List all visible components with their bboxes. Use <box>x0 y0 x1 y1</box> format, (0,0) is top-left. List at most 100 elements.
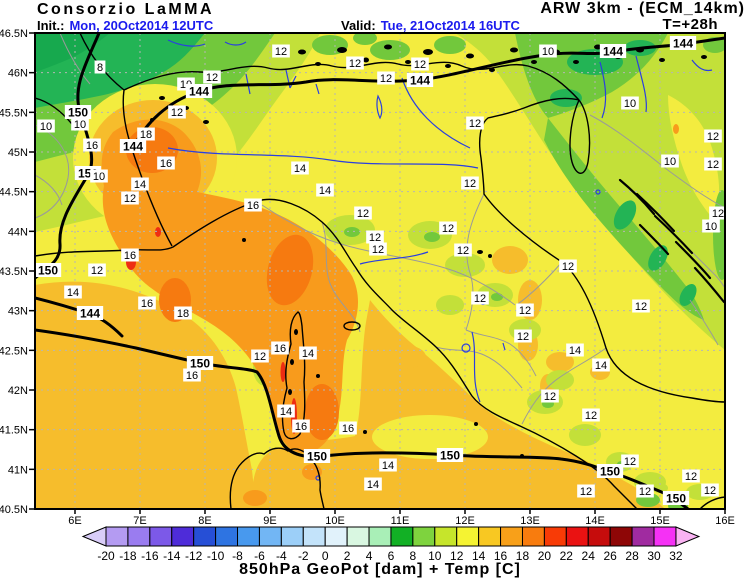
svg-text:46N: 46N <box>8 68 28 80</box>
svg-text:8: 8 <box>410 549 417 563</box>
svg-text:8E: 8E <box>198 515 211 527</box>
svg-text:14E: 14E <box>585 515 605 527</box>
svg-text:12: 12 <box>372 244 384 256</box>
svg-text:10: 10 <box>624 98 636 110</box>
svg-text:12: 12 <box>414 59 426 71</box>
lead-time: T=+28h <box>662 16 718 33</box>
svg-text:14: 14 <box>280 406 292 418</box>
svg-text:9E: 9E <box>263 515 276 527</box>
svg-text:26: 26 <box>603 549 617 563</box>
svg-text:16: 16 <box>186 370 198 382</box>
rivers-lakes <box>167 39 713 481</box>
svg-text:15E: 15E <box>650 515 670 527</box>
map-canvas: 8121014412150101014418161615010141212121… <box>35 33 725 509</box>
svg-text:12: 12 <box>469 118 481 130</box>
svg-text:2: 2 <box>344 549 351 563</box>
svg-text:10: 10 <box>664 156 676 168</box>
svg-text:-8: -8 <box>232 549 243 563</box>
svg-text:18: 18 <box>516 549 530 563</box>
svg-text:12: 12 <box>357 208 369 220</box>
svg-text:10E: 10E <box>325 515 345 527</box>
svg-text:12: 12 <box>442 223 454 235</box>
model-title: ARW 3km - (ECM_14km) <box>540 0 745 17</box>
map-value-labels: 8121014412150101014418161615010141212121… <box>35 36 725 505</box>
svg-text:45.5N: 45.5N <box>0 107 28 119</box>
svg-text:14: 14 <box>319 185 331 197</box>
svg-text:144: 144 <box>80 306 100 320</box>
valid-label: Valid: <box>341 18 376 33</box>
init-line: Init.: Mon, 20Oct2014 12UTC <box>37 18 213 33</box>
svg-text:-4: -4 <box>276 549 287 563</box>
svg-text:14: 14 <box>382 460 394 472</box>
svg-text:16: 16 <box>274 343 286 355</box>
svg-text:12: 12 <box>580 486 592 498</box>
svg-text:32: 32 <box>669 549 683 563</box>
svg-text:16: 16 <box>124 250 136 262</box>
svg-text:-6: -6 <box>254 549 265 563</box>
svg-text:40.5N: 40.5N <box>0 504 28 516</box>
svg-text:12: 12 <box>712 208 724 220</box>
svg-text:14: 14 <box>67 287 79 299</box>
svg-text:12: 12 <box>275 46 287 58</box>
svg-text:12: 12 <box>474 293 486 305</box>
temp-fill-warm-core <box>73 84 359 453</box>
svg-text:12: 12 <box>124 193 136 205</box>
svg-text:16: 16 <box>160 158 172 170</box>
valid-value: Tue, 21Oct2014 16UTC <box>380 18 520 33</box>
adriatic-islands <box>618 178 725 304</box>
svg-text:12: 12 <box>517 331 529 343</box>
svg-text:150: 150 <box>38 263 58 277</box>
svg-text:18: 18 <box>177 308 189 320</box>
svg-text:12: 12 <box>464 178 476 190</box>
svg-text:10: 10 <box>542 46 554 58</box>
svg-text:12: 12 <box>635 301 647 313</box>
svg-text:41N: 41N <box>8 464 28 476</box>
svg-text:16E: 16E <box>715 515 735 527</box>
svg-text:-16: -16 <box>141 549 159 563</box>
svg-text:16: 16 <box>295 421 307 433</box>
svg-text:144: 144 <box>673 36 693 50</box>
svg-text:14: 14 <box>302 348 314 360</box>
svg-text:12E: 12E <box>455 515 475 527</box>
svg-text:-12: -12 <box>185 549 203 563</box>
svg-text:14: 14 <box>367 479 379 491</box>
svg-text:13E: 13E <box>520 515 540 527</box>
svg-text:10: 10 <box>93 171 105 183</box>
svg-text:12: 12 <box>457 245 469 257</box>
svg-text:8: 8 <box>97 62 103 74</box>
svg-text:10: 10 <box>428 549 442 563</box>
axis-labels: 46.5N 46N 45.5N 45N 44.5N 44N 43.5N 43N 42.5N 42N… <box>0 28 735 527</box>
svg-text:12: 12 <box>349 58 361 70</box>
svg-text:7E: 7E <box>133 515 146 527</box>
svg-text:16: 16 <box>141 298 153 310</box>
svg-text:42N: 42N <box>8 385 28 397</box>
svg-text:30: 30 <box>647 549 661 563</box>
svg-text:44N: 44N <box>8 226 28 238</box>
svg-text:42.5N: 42.5N <box>0 345 28 357</box>
svg-text:10: 10 <box>705 221 717 233</box>
svg-text:12: 12 <box>91 265 103 277</box>
svg-text:44.5N: 44.5N <box>0 187 28 199</box>
svg-text:22: 22 <box>560 549 574 563</box>
svg-text:12: 12 <box>206 72 218 84</box>
svg-text:150: 150 <box>68 105 88 119</box>
svg-text:46.5N: 46.5N <box>0 28 28 40</box>
svg-text:6: 6 <box>388 549 395 563</box>
svg-text:11E: 11E <box>391 515 410 527</box>
svg-text:-2: -2 <box>298 549 309 563</box>
svg-text:14: 14 <box>294 163 306 175</box>
init-label: Init.: <box>37 18 65 33</box>
axis-ticks <box>29 32 726 514</box>
svg-text:16: 16 <box>86 140 98 152</box>
svg-text:-14: -14 <box>163 549 181 563</box>
svg-text:12: 12 <box>707 131 719 143</box>
svg-text:14: 14 <box>595 360 607 372</box>
svg-text:150: 150 <box>190 356 210 370</box>
svg-text:18: 18 <box>140 129 152 141</box>
svg-text:12: 12 <box>624 456 636 468</box>
svg-text:150: 150 <box>666 491 686 505</box>
svg-text:12: 12 <box>704 485 716 497</box>
svg-text:41.5N: 41.5N <box>0 425 28 437</box>
